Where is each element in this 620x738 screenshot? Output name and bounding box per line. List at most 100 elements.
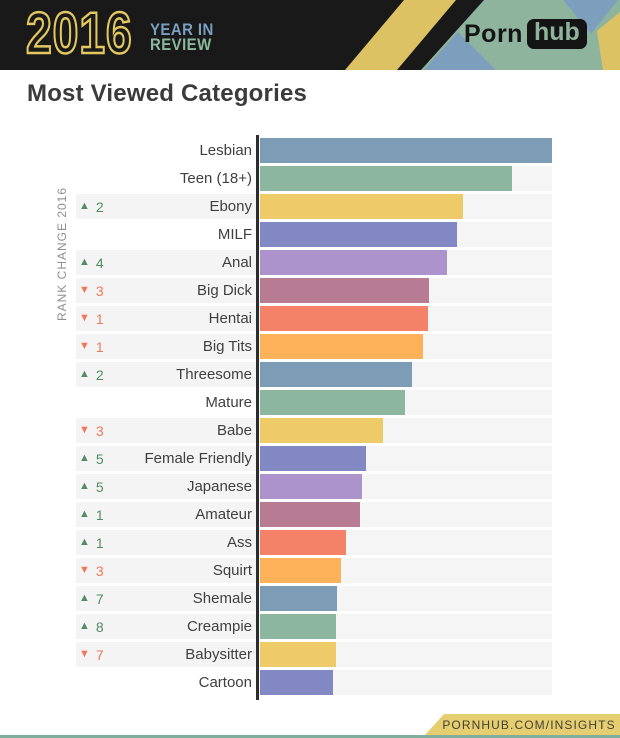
rank-change-value: 1 [95,534,104,551]
chart-row-lesbian: Lesbian [0,138,620,166]
rank-change-arrow-icon: ▲ [79,592,90,604]
chart-row-threesome: ▲ 2 Threesome [0,362,620,390]
category-label: Mature [205,394,252,411]
brand-hub-badge: hub [526,19,587,49]
rank-change-arrow-icon: ▲ [79,620,90,632]
category-label: MILF [217,226,252,243]
page-title: Most Viewed Categories [27,80,308,107]
rank-change-row-bg [76,418,257,443]
rank-change-row-bg [76,194,257,219]
rank-change-row-bg [76,278,257,303]
rank-change-value: 3 [95,422,104,439]
rank-change-row-bg [76,250,257,275]
rank-change-indicator: ▲ 4 [79,250,104,275]
insights-url-text: PORNHUB.COM/INSIGHTS [442,718,616,732]
category-bar [260,418,383,443]
category-label: Creampie [186,618,252,635]
brand-porn-text: Porn [464,19,523,48]
category-label: Squirt [212,562,252,579]
rank-change-arrow-icon: ▲ [79,200,90,212]
category-label: Lesbian [199,142,252,159]
category-bar [260,390,405,415]
category-bar [260,670,333,695]
category-bar [260,642,336,667]
chart-row-teen-18: Teen (18+) [0,166,620,194]
rank-change-row-bg [76,586,257,611]
year-in-text: YEAR IN [150,20,214,39]
rank-change-indicator: ▼ 7 [79,642,104,667]
chart-row-milf: MILF [0,222,620,250]
category-label: Anal [221,254,252,271]
rank-change-arrow-icon: ▼ [79,424,90,436]
category-label: Shemale [192,590,252,607]
rank-change-value: 1 [95,310,104,327]
category-bar [260,194,463,219]
rank-change-value: 3 [95,562,104,579]
category-bar [260,586,337,611]
rank-change-indicator: ▲ 5 [79,474,104,499]
rank-change-arrow-icon: ▼ [79,312,90,324]
category-label: Threesome [176,366,252,383]
category-bar [260,502,360,527]
rank-change-value: 8 [95,618,104,635]
chart-row-japanese: ▲ 5 Japanese [0,474,620,502]
rank-change-arrow-icon: ▲ [79,508,90,520]
rank-change-indicator: ▲ 5 [79,446,104,471]
chart-row-female-friendly: ▲ 5 Female Friendly [0,446,620,474]
chart-row-ebony: ▲ 2 Ebony [0,194,620,222]
header-gold-corner-triangle [597,12,620,70]
rank-change-arrow-icon: ▼ [79,340,90,352]
category-label: Ass [226,534,252,551]
category-bar [260,530,346,555]
category-label: Big Tits [202,338,252,355]
category-bar [260,362,412,387]
rank-change-row-bg [76,558,257,583]
rank-change-indicator: ▲ 2 [79,194,104,219]
chart-row-squirt: ▼ 3 Squirt [0,558,620,586]
category-bar [260,614,336,639]
rank-change-indicator: ▲ 7 [79,586,104,611]
rank-change-indicator: ▼ 1 [79,334,104,359]
rank-change-row-bg [76,306,257,331]
rank-change-indicator: ▼ 3 [79,418,104,443]
category-bar [260,138,552,163]
chart-row-anal: ▲ 4 Anal [0,250,620,278]
rank-change-value: 3 [95,282,104,299]
rank-change-value: 5 [95,478,104,495]
category-bar [260,166,512,191]
rank-change-row-bg [76,474,257,499]
category-bar [260,474,362,499]
rank-change-arrow-icon: ▲ [79,256,90,268]
category-label: Babe [216,422,252,439]
chart-row-babysitter: ▼ 7 Babysitter [0,642,620,670]
rank-change-value: 1 [95,338,104,355]
rank-change-indicator: ▼ 1 [79,306,104,331]
category-label: Babysitter [185,646,252,663]
category-bar [260,222,457,247]
rank-change-value: 7 [95,590,104,607]
rank-change-value: 2 [95,366,104,383]
rank-change-indicator: ▲ 2 [79,362,104,387]
rank-change-row-bg [76,530,257,555]
chart-row-cartoon: Cartoon [0,670,620,698]
footer-ribbon: PORNHUB.COM/INSIGHTS [424,714,620,736]
rank-change-row-bg [76,334,257,359]
rank-change-row-bg [76,614,257,639]
bar-chart: RANK CHANGE 2016 Lesbian Teen (18+) ▲ 2 … [0,135,620,700]
chart-row-shemale: ▲ 7 Shemale [0,586,620,614]
pornhub-logo: Porn hub [464,19,587,49]
axis-line [256,135,259,700]
chart-row-big-tits: ▼ 1 Big Tits [0,334,620,362]
rank-change-arrow-icon: ▲ [79,368,90,380]
year-in-review-label: YEAR IN REVIEW [150,20,214,54]
category-bar [260,278,429,303]
category-bar [260,446,366,471]
rank-change-indicator: ▼ 3 [79,558,104,583]
category-label: Female Friendly [144,450,252,467]
review-text: REVIEW [150,35,212,54]
category-bar [260,558,341,583]
category-label: Amateur [195,506,252,523]
rank-change-indicator: ▲ 1 [79,502,104,527]
rank-change-row-bg [76,446,257,471]
category-bar [260,250,447,275]
